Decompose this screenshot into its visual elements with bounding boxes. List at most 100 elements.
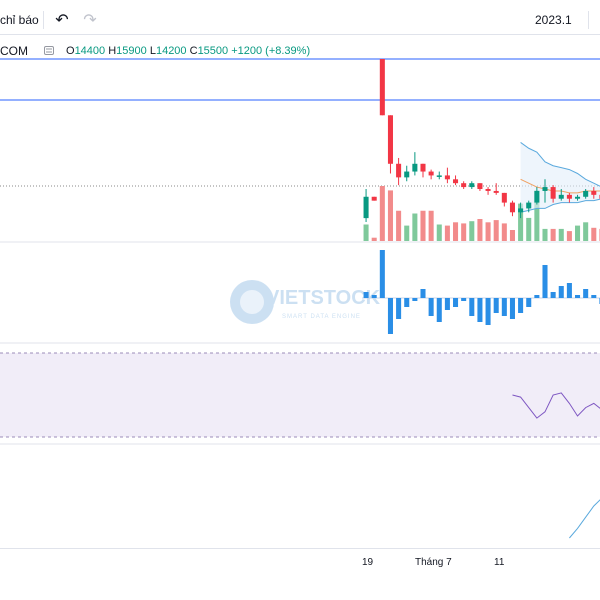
time-axis[interactable]: 19 Tháng 7 11 bbox=[0, 548, 600, 576]
volume-bar bbox=[550, 228, 556, 241]
redo-button[interactable]: ↷ bbox=[78, 8, 102, 32]
candle-body bbox=[469, 183, 475, 188]
watermark-logo-inner bbox=[240, 290, 264, 314]
top-toolbar: chỉ báo ↶ ↷ 2023.1 bbox=[0, 5, 600, 35]
histogram-bar bbox=[379, 250, 385, 298]
toolbar-divider bbox=[588, 11, 589, 29]
volume-bar bbox=[444, 225, 450, 241]
volume-bar bbox=[461, 223, 467, 241]
volume-bar bbox=[542, 228, 548, 241]
histogram-bar bbox=[542, 265, 548, 298]
undo-button[interactable]: ↶ bbox=[50, 8, 74, 32]
watermark-logo bbox=[230, 280, 274, 324]
candle-body bbox=[518, 208, 524, 213]
candle-body bbox=[550, 187, 556, 199]
histogram-bar bbox=[558, 286, 564, 298]
candle-body bbox=[542, 187, 548, 191]
eye-icon[interactable] bbox=[44, 46, 54, 55]
indicators-button[interactable]: chỉ báo bbox=[0, 13, 39, 27]
toolbar-divider bbox=[43, 11, 44, 29]
histogram-bar bbox=[420, 289, 426, 298]
histogram-bar bbox=[501, 298, 507, 316]
volume-bar bbox=[453, 222, 459, 241]
vietstock-watermark: VIETSTOCK SMART DATA ENGINE bbox=[230, 280, 381, 324]
candle-body bbox=[444, 175, 450, 180]
volume-bar bbox=[534, 190, 540, 241]
candle-body bbox=[493, 190, 499, 193]
volume-bar bbox=[412, 213, 418, 241]
histogram-bar bbox=[550, 292, 556, 298]
volume-bar bbox=[420, 210, 426, 241]
candle-body bbox=[453, 179, 459, 184]
redo-icon: ↷ bbox=[83, 12, 97, 29]
symbol-name[interactable]: COM bbox=[0, 44, 28, 58]
candle-body bbox=[501, 192, 507, 203]
low-key: L bbox=[149, 45, 156, 57]
histogram-bar bbox=[477, 298, 483, 322]
histogram-bar bbox=[575, 295, 581, 298]
volume-bar bbox=[469, 221, 475, 241]
histogram-bar bbox=[453, 298, 459, 307]
candle-body bbox=[404, 171, 410, 178]
histogram-bar bbox=[469, 298, 475, 316]
histogram-bar bbox=[412, 298, 418, 301]
volume-bar bbox=[363, 224, 369, 241]
date-range-selector[interactable]: 2023.1 bbox=[535, 13, 572, 27]
low-value: 14200 bbox=[155, 45, 187, 57]
candle-body bbox=[412, 163, 418, 172]
histogram-bar bbox=[363, 292, 369, 298]
histogram-bar bbox=[404, 298, 410, 307]
volume-bar bbox=[526, 217, 532, 241]
candle-body bbox=[396, 163, 402, 178]
volume-bar bbox=[387, 190, 393, 241]
candle-body bbox=[591, 190, 597, 195]
close-value: 15500 bbox=[197, 45, 229, 57]
volume-bar bbox=[583, 222, 589, 241]
open-key: O bbox=[66, 45, 75, 57]
volume-bar bbox=[404, 225, 410, 241]
histogram-bar bbox=[526, 298, 532, 307]
x-tick-label: Tháng 7 bbox=[415, 557, 452, 568]
change-value: +1200 (+8.39%) bbox=[231, 45, 311, 57]
candle-body bbox=[461, 183, 467, 188]
candle-body bbox=[477, 183, 483, 190]
high-key: H bbox=[108, 45, 117, 57]
price-chart[interactable]: VIETSTOCK SMART DATA ENGINE bbox=[0, 36, 600, 576]
ohlc-values: O14400 H15900 L14200 C15500 +1200 (+8.39… bbox=[66, 45, 310, 57]
histogram-bar bbox=[493, 298, 499, 313]
candle-body bbox=[420, 163, 426, 172]
histogram-bar bbox=[444, 298, 450, 310]
candle-body bbox=[583, 190, 589, 197]
band-fill bbox=[520, 142, 600, 213]
high-value: 15900 bbox=[116, 45, 147, 57]
histogram-bar bbox=[436, 298, 442, 322]
rsi-band-fill bbox=[0, 353, 600, 437]
band-upper-line bbox=[520, 142, 600, 187]
histogram-bar bbox=[583, 289, 589, 298]
candle-body bbox=[534, 190, 540, 203]
volume-bar bbox=[371, 237, 377, 241]
histogram-bar bbox=[396, 298, 402, 319]
volume-bar bbox=[575, 225, 581, 241]
chart-panes[interactable]: VIETSTOCK SMART DATA ENGINE bbox=[0, 36, 600, 576]
candle-body bbox=[387, 115, 393, 164]
histogram-bar bbox=[509, 298, 515, 319]
volume-bar bbox=[518, 203, 524, 241]
watermark-brand: VIETSTOCK bbox=[266, 287, 381, 309]
histogram-bar bbox=[534, 295, 540, 298]
histogram-bar bbox=[428, 298, 434, 316]
candle-body bbox=[371, 196, 377, 201]
volume-bar bbox=[566, 231, 572, 241]
volume-bar bbox=[436, 224, 442, 241]
histogram-bar bbox=[461, 298, 467, 301]
histogram-bar bbox=[518, 298, 524, 313]
histogram-bar bbox=[387, 298, 393, 334]
candle-body bbox=[526, 202, 532, 209]
stoch-line bbox=[569, 499, 600, 539]
close-key: C bbox=[189, 45, 198, 57]
volume-bar bbox=[558, 228, 564, 241]
candle-body bbox=[558, 194, 564, 199]
candle-body bbox=[485, 189, 491, 191]
volume-bar bbox=[379, 186, 385, 241]
